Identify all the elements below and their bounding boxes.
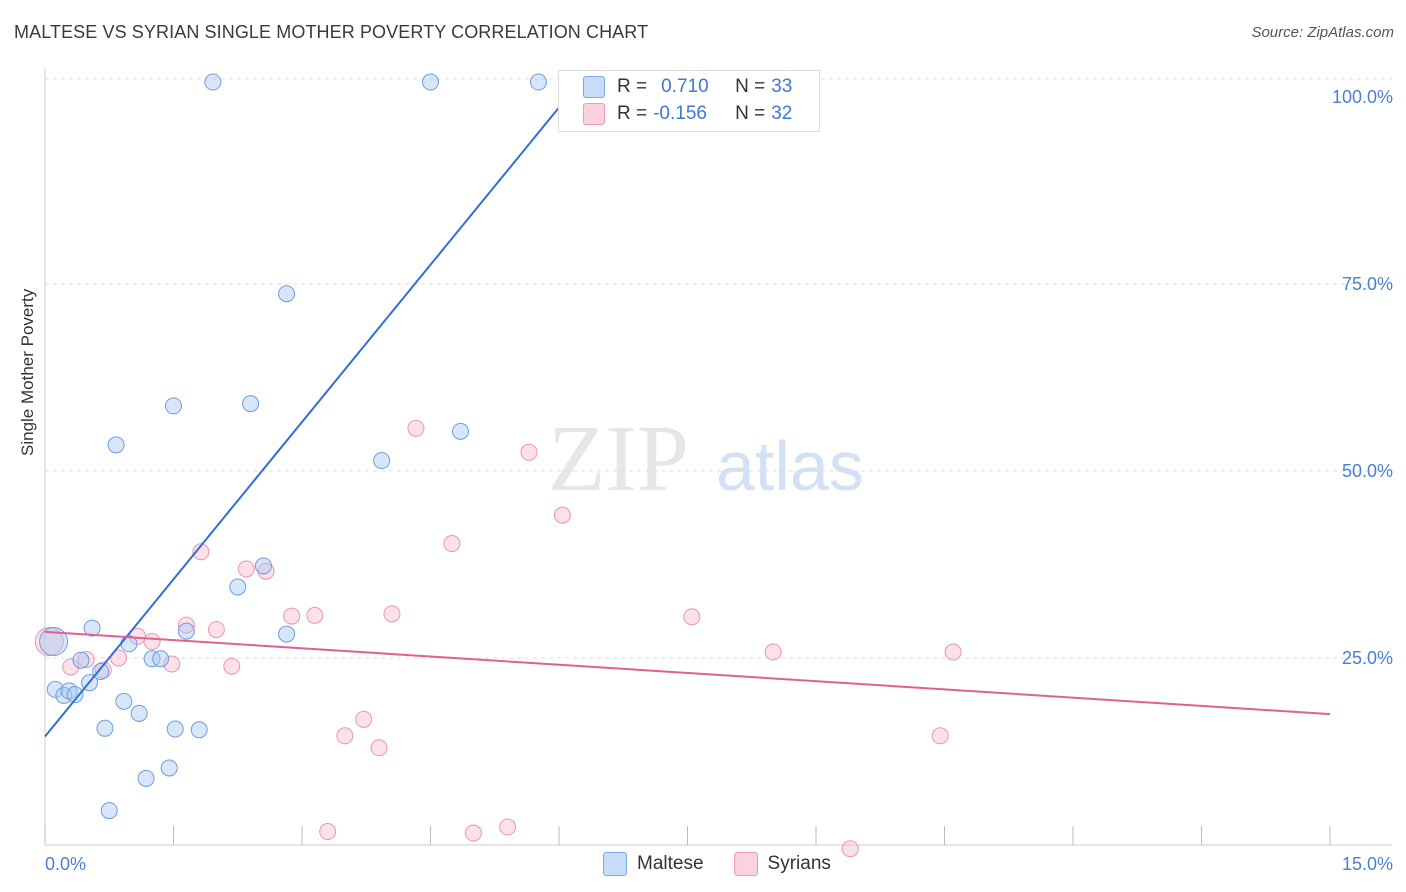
maltese-point	[92, 662, 110, 680]
syrians-point	[143, 633, 161, 651]
syrians-point	[355, 710, 373, 728]
maltese-point	[254, 557, 272, 575]
watermark-atlas: atlas	[716, 427, 864, 505]
syrians-point	[443, 535, 461, 553]
maltese-point	[66, 686, 84, 704]
maltese-point	[83, 619, 101, 637]
maltese-point	[242, 395, 260, 413]
maltese-n-label: N =	[735, 76, 766, 97]
syrians-point	[464, 824, 482, 842]
syrians-point	[306, 606, 324, 624]
syrians-point	[163, 655, 181, 673]
syrians-point	[192, 543, 210, 561]
x-tick-label: 0.0%	[45, 854, 86, 874]
maltese-point	[166, 720, 184, 738]
legend-row-maltese: R = 0.710 N = 33	[583, 74, 792, 100]
syrians-point	[931, 727, 949, 745]
maltese-point	[39, 627, 69, 657]
maltese-legend-label: Maltese	[637, 853, 704, 874]
syrians-r-label: R =	[617, 103, 648, 124]
y-axis-label: Single Mother Poverty	[18, 288, 37, 456]
watermark: ZIP atlas	[548, 407, 864, 511]
source-credit: Source: ZipAtlas.com	[1251, 24, 1394, 41]
syrians-point	[177, 616, 195, 634]
syrians-point	[944, 643, 962, 661]
y-tick-label: 100.0%	[1332, 87, 1393, 107]
maltese-point	[278, 625, 296, 643]
syrians-point	[110, 649, 128, 667]
maltese-point	[422, 73, 439, 91]
syrians-n-label: N =	[735, 103, 766, 124]
maltese-trendline	[44, 96, 569, 738]
syrians-point	[383, 605, 401, 623]
syrians-trendline	[44, 630, 1331, 716]
syrians-legend-label: Syrians	[767, 853, 831, 874]
maltese-point	[72, 651, 90, 669]
maltese-point	[204, 73, 222, 91]
y-tick-label: 50.0%	[1342, 461, 1393, 481]
syrians-point	[520, 443, 538, 461]
maltese-point	[160, 759, 178, 777]
syrians-point	[683, 608, 701, 626]
tick-labels: 25.0% 50.0% 75.0% 100.0% 0.0% 15.0%	[45, 87, 1393, 874]
series-legend: Maltese Syrians	[603, 852, 861, 876]
maltese-point	[115, 692, 133, 710]
maltese-r-label: R =	[617, 76, 648, 97]
syrians-point	[77, 650, 95, 668]
maltese-point	[278, 285, 296, 303]
legend-row-syrians: R = -0.156 N = 32	[583, 101, 792, 127]
maltese-point	[46, 680, 64, 698]
maltese-point	[229, 578, 247, 596]
chart-title: MALTESE VS SYRIAN SINGLE MOTHER POVERTY …	[14, 22, 649, 42]
syrians-swatch	[583, 103, 605, 125]
maltese-legend-swatch	[603, 852, 627, 876]
maltese-point	[373, 452, 391, 470]
syrians-point	[94, 661, 112, 679]
y-tick-label: 75.0%	[1342, 274, 1393, 294]
legend-item-maltese[interactable]: Maltese	[603, 852, 704, 876]
maltese-point	[177, 622, 195, 640]
syrians-r-value: -0.156	[653, 103, 707, 124]
stats-legend: R = 0.710 N = 33 R = -0.156 N = 32	[558, 70, 820, 132]
axes	[44, 68, 1392, 846]
syrians-point	[207, 621, 225, 639]
maltese-point	[529, 73, 547, 91]
syrians-point	[62, 658, 80, 676]
maltese-point	[451, 422, 469, 440]
maltese-point	[137, 769, 155, 787]
syrians-point	[841, 840, 859, 858]
maltese-point	[96, 719, 114, 737]
syrians-point	[407, 419, 425, 437]
syrians-point	[283, 607, 301, 625]
maltese-point	[143, 650, 161, 668]
syrians-point	[370, 739, 388, 757]
maltese-r-value: 0.710	[661, 76, 709, 97]
syrians-legend-swatch	[733, 852, 758, 876]
syrians-point	[34, 627, 64, 657]
maltese-point	[100, 802, 118, 820]
maltese-point	[165, 397, 182, 415]
y-tick-label: 25.0%	[1342, 648, 1393, 668]
maltese-n-value: 33	[771, 76, 793, 97]
maltese-point	[107, 436, 125, 454]
legend-item-syrians[interactable]: Syrians	[733, 852, 831, 876]
maltese-point	[152, 650, 170, 668]
syrians-point	[764, 643, 782, 661]
syrians-point	[336, 727, 354, 745]
syrians-points	[34, 419, 962, 858]
syrians-point	[223, 657, 241, 675]
syrians-point	[319, 823, 337, 841]
trendlines	[44, 96, 1331, 738]
syrians-point	[553, 506, 571, 524]
x-tick-label: 15.0%	[1342, 854, 1393, 874]
syrians-point	[237, 560, 255, 578]
maltese-point	[190, 721, 208, 739]
syrians-n-value: 32	[771, 103, 793, 124]
watermark-zip: ZIP	[548, 407, 689, 511]
syrians-point	[499, 818, 517, 836]
maltese-points	[39, 73, 547, 820]
maltese-point	[130, 704, 148, 722]
maltese-swatch	[583, 76, 605, 98]
